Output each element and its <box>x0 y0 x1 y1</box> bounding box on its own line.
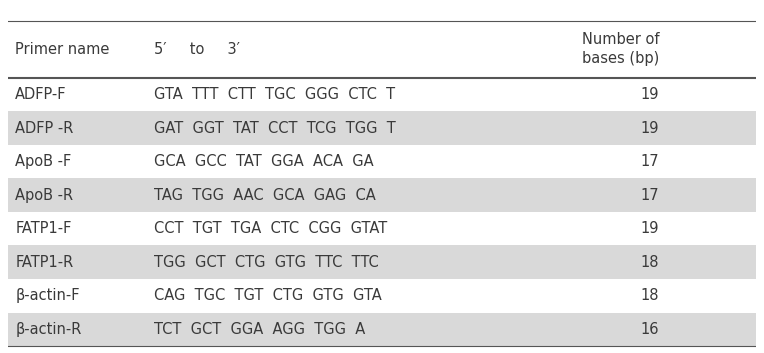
Bar <box>8 245 756 279</box>
Text: 19: 19 <box>640 87 659 102</box>
Bar <box>8 178 756 212</box>
Text: FATP1-R: FATP1-R <box>15 255 73 270</box>
Text: 19: 19 <box>640 221 659 236</box>
Text: 19: 19 <box>640 120 659 136</box>
Text: TAG  TGG  AAC  GCA  GAG  CA: TAG TGG AAC GCA GAG CA <box>154 187 375 203</box>
Text: ADFP-F: ADFP-F <box>15 87 66 102</box>
Text: 18: 18 <box>640 255 659 270</box>
Text: Number of
bases (bp): Number of bases (bp) <box>581 32 659 66</box>
Text: 17: 17 <box>640 154 659 169</box>
Text: CCT  TGT  TGA  CTC  CGG  GTAT: CCT TGT TGA CTC CGG GTAT <box>154 221 387 236</box>
Text: 18: 18 <box>640 288 659 303</box>
Text: GAT  GGT  TAT  CCT  TCG  TGG  T: GAT GGT TAT CCT TCG TGG T <box>154 120 396 136</box>
Text: GCA  GCC  TAT  GGA  ACA  GA: GCA GCC TAT GGA ACA GA <box>154 154 374 169</box>
Text: 16: 16 <box>640 322 659 337</box>
Text: 17: 17 <box>640 187 659 203</box>
Text: ApoB -R: ApoB -R <box>15 187 73 203</box>
Text: CAG  TGC  TGT  CTG  GTG  GTA: CAG TGC TGT CTG GTG GTA <box>154 288 381 303</box>
Text: GTA  TTT  CTT  TGC  GGG  CTC  T: GTA TTT CTT TGC GGG CTC T <box>154 87 395 102</box>
Text: TGG  GCT  CTG  GTG  TTC  TTC: TGG GCT CTG GTG TTC TTC <box>154 255 378 270</box>
Bar <box>8 312 756 346</box>
Text: β-actin-R: β-actin-R <box>15 322 82 337</box>
Text: β-actin-F: β-actin-F <box>15 288 79 303</box>
Text: TCT  GCT  GGA  AGG  TGG  A: TCT GCT GGA AGG TGG A <box>154 322 365 337</box>
Text: 5′     to     3′: 5′ to 3′ <box>154 42 240 57</box>
Text: ADFP -R: ADFP -R <box>15 120 73 136</box>
Text: Primer name: Primer name <box>15 42 109 57</box>
Bar <box>8 111 756 145</box>
Text: FATP1-F: FATP1-F <box>15 221 72 236</box>
Text: ApoB -F: ApoB -F <box>15 154 71 169</box>
